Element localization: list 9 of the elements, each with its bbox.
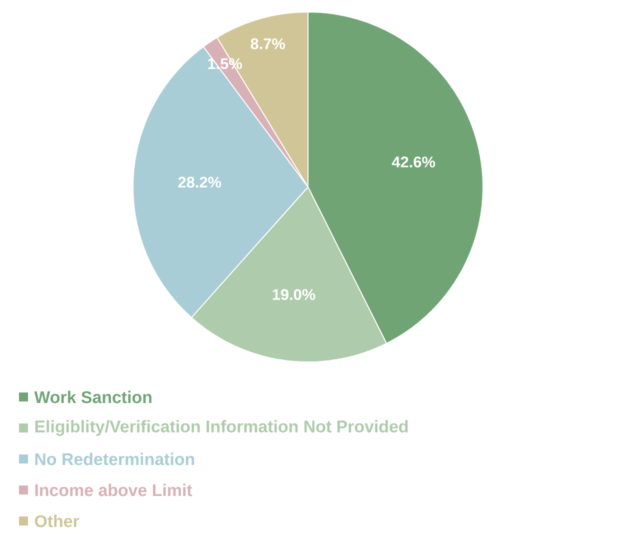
data-label: 19.0% (272, 289, 316, 300)
data-label: 42.6% (392, 156, 436, 168)
data-label: 28.2% (178, 176, 222, 188)
legend-label: Other (34, 514, 80, 528)
legend-label: Eligiblity/Verification Information Not Provided (35, 420, 408, 436)
legend-label: No Redetermination (35, 452, 194, 466)
legend-label: Income above Limit (35, 484, 192, 496)
data-label: 8.7% (250, 38, 286, 50)
legend-label: Work Sanction (34, 390, 152, 404)
